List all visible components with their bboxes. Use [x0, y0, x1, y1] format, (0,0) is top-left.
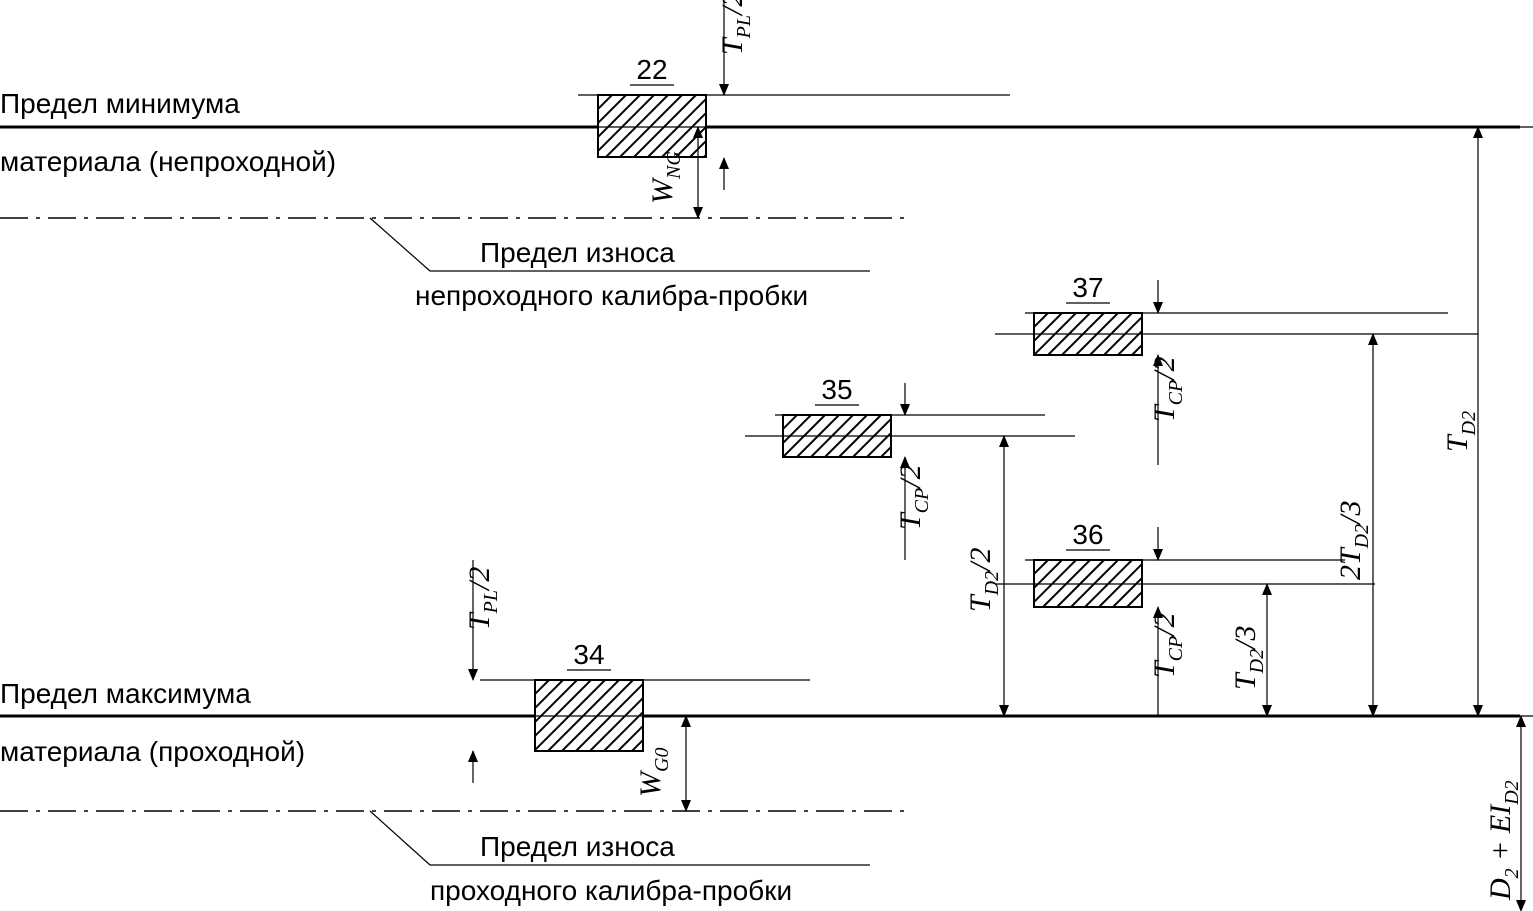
box-b35: 35 TCP/2: [741, 374, 1075, 530]
tol-b34: TPL/2: [463, 567, 502, 630]
box-num-b22: 22: [636, 54, 667, 85]
box-b22: 22 TPL/2: [536, 0, 1040, 157]
dim-WG0: WG0: [634, 748, 673, 797]
box-num-b37: 37: [1072, 272, 1103, 303]
dim-TD2_2: TD2/2: [964, 548, 1003, 612]
lower_limit_l1: Предел максимума: [0, 678, 251, 709]
lower_wear_l1: Предел износа: [480, 831, 675, 862]
dim-2TD2_3: 2TD2/3: [1334, 501, 1373, 580]
upper_limit_l1: Предел минимума: [0, 88, 240, 119]
box-num-b36: 36: [1072, 519, 1103, 550]
upper_limit_l2: материала (непроходной): [0, 146, 336, 177]
dim-TD2: TD2: [1441, 411, 1480, 452]
box-num-b34: 34: [573, 639, 604, 670]
box-num-b35: 35: [821, 374, 852, 405]
tol-b36: TCP/2: [1148, 612, 1187, 678]
tol-b37: TCP/2: [1148, 356, 1187, 422]
box-b34: 34 TPL/2: [450, 567, 840, 751]
dim-TD2_3: TD2/3: [1229, 626, 1268, 690]
lower_wear_l2: проходного калибра-пробки: [430, 875, 792, 906]
dim-D2EI: D2 + EID2: [1484, 780, 1523, 901]
tol-b35: TCP/2: [894, 464, 933, 530]
tol-b22: TPL/2: [716, 0, 755, 55]
box-b36: 36 TCP/2: [987, 519, 1375, 678]
upper_wear_l2: непроходного калибра-пробки: [415, 280, 808, 311]
lower_limit_l2: материала (проходной): [0, 736, 305, 767]
box-b37: 37 TCP/2: [992, 272, 1478, 422]
dim-WNG: WNG: [646, 151, 685, 204]
upper_wear_l1: Предел износа: [480, 237, 675, 268]
